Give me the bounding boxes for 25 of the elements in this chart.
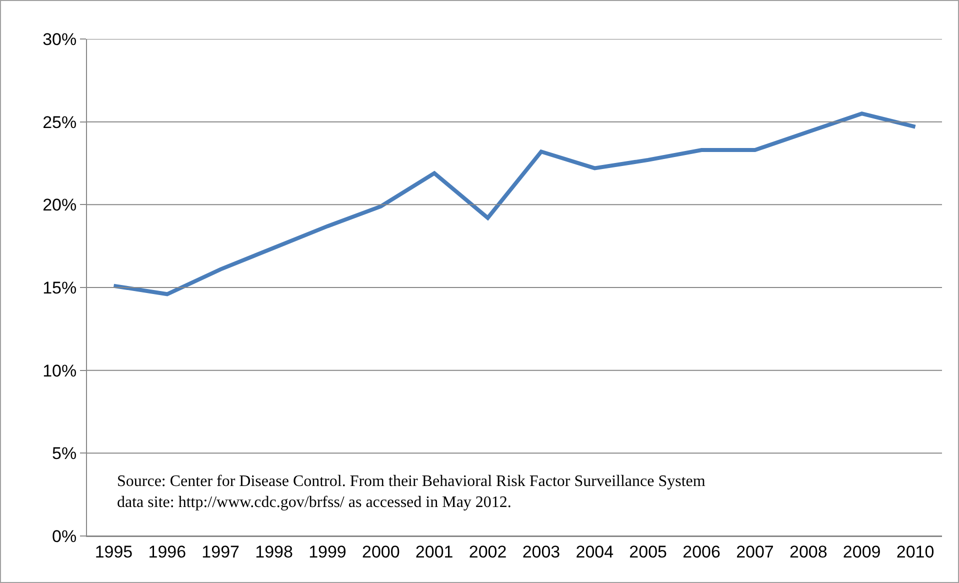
x-tick-label: 2007 <box>736 542 774 562</box>
x-tick-label: 2005 <box>629 542 668 562</box>
annotation: Source: Center for Disease Control. From their Behavioral Risk Factor Surveillance System data site: http://www.cdc.gov/brfss/ as accessed in May 2012. <box>117 473 706 511</box>
x-tick-label: 2010 <box>896 542 934 562</box>
y-tick-label: 15% <box>42 278 77 298</box>
x-tick-label: 2001 <box>415 542 454 562</box>
x-tick-label: 1997 <box>202 542 240 562</box>
x-tick-label: 2003 <box>522 542 560 562</box>
x-tick-label: 2004 <box>576 542 614 562</box>
x-tick-label: 2009 <box>842 542 881 562</box>
y-tick-label: 0% <box>52 526 77 546</box>
x-tick-label: 1998 <box>255 542 293 562</box>
y-tick-label: 10% <box>42 361 77 380</box>
x-tick-label: 2008 <box>789 542 828 562</box>
x-tick-label: 2006 <box>682 542 720 562</box>
y-tick-label: 20% <box>42 196 77 215</box>
x-tick-label: 2002 <box>468 542 507 562</box>
x-tick-label: 2000 <box>362 542 400 562</box>
y-tick-label: 5% <box>52 444 77 464</box>
line-series <box>112 112 918 296</box>
x-tick-label: 1999 <box>308 542 346 562</box>
y-tick-label: 25% <box>42 112 77 132</box>
x-tick-label: 1995 <box>94 542 133 562</box>
x-tick-label: 1996 <box>148 542 186 562</box>
y-tick-label: 30% <box>42 30 77 49</box>
